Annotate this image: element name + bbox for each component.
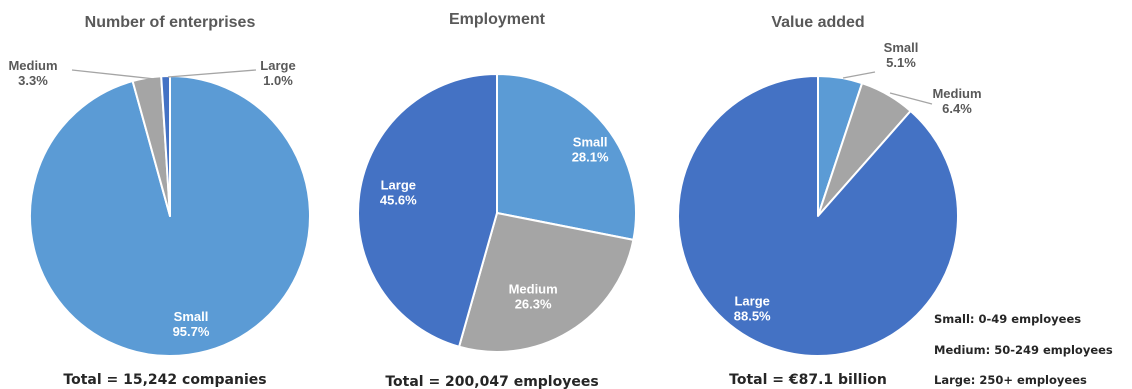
- slice-label-name: Medium: [8, 58, 57, 73]
- slice-label-value: 95.7%: [173, 324, 210, 339]
- slice-label-large: Large 1.0%: [260, 58, 295, 88]
- pie-slice-medium: [458, 212, 635, 353]
- pie-slice-large: [677, 75, 959, 357]
- slice-label-name: Small: [174, 309, 209, 324]
- legend-note-large: Large: 250+ employees: [934, 373, 1087, 387]
- slice-label-medium: Medium 6.4%: [932, 86, 981, 116]
- legend-note-small: Small: 0-49 employees: [934, 312, 1081, 326]
- slice-label-value: 28.1%: [572, 149, 609, 164]
- pie-chart-number-of-enterprises: Number of enterprises Small 95.7% Medium 3.3…: [8, 14, 311, 388]
- chart-total: Total = €87.1 billion: [729, 372, 887, 388]
- leader-line-small: [842, 71, 876, 79]
- slice-label-small: Small 95.7%: [173, 309, 210, 339]
- slice-label-value: 3.3%: [18, 73, 48, 88]
- slice-label-small: Small 5.1%: [884, 40, 919, 70]
- slice-label-medium: Medium 3.3%: [8, 58, 57, 88]
- slice-label-value: 5.1%: [886, 55, 916, 70]
- leader-line-medium: [71, 69, 156, 80]
- slice-label-large: Large 45.6%: [380, 177, 417, 207]
- slice-label-name: Small: [573, 134, 608, 149]
- pie-slice-small: [496, 73, 637, 241]
- chart-title: Value added: [771, 14, 864, 31]
- slice-label-small: Small 28.1%: [572, 134, 609, 164]
- slice-label-value: 88.5%: [734, 309, 771, 324]
- slice-label-name: Medium: [932, 86, 981, 101]
- chart-total: Total = 200,047 employees: [385, 374, 598, 389]
- slice-label-large: Large 88.5%: [734, 294, 771, 324]
- pie-chart-employment: Employment Small 28.1% Medium 26.3% Large 45.6…: [357, 11, 637, 389]
- pie-chart-value-added: Value added Small 5.1% Medium 6.4% Large 88.5%…: [677, 14, 982, 388]
- slice-label-name: Medium: [509, 282, 558, 297]
- pie-slice-large: [357, 73, 498, 348]
- slice-label-value: 6.4%: [942, 101, 972, 116]
- leader-line-large: [167, 69, 257, 78]
- slice-label-value: 26.3%: [515, 297, 552, 312]
- legend-note-medium: Medium: 50-249 employees: [934, 343, 1113, 357]
- slice-label-value: 1.0%: [263, 73, 293, 88]
- size-class-legend: Small: 0-49 employees Medium: 50-249 emp…: [934, 312, 1113, 387]
- chart-total: Total = 15,242 companies: [63, 372, 266, 388]
- slice-label-value: 45.6%: [380, 192, 417, 207]
- slice-label-name: Small: [884, 40, 919, 55]
- slice-label-name: Large: [381, 177, 416, 192]
- leader-line-medium: [889, 92, 933, 105]
- slice-label-medium: Medium 26.3%: [509, 282, 558, 312]
- slice-label-name: Large: [260, 58, 295, 73]
- slice-label-name: Large: [734, 294, 769, 309]
- chart-title: Number of enterprises: [85, 14, 256, 31]
- chart-title: Employment: [449, 11, 546, 28]
- pie-slice-large: [160, 75, 171, 217]
